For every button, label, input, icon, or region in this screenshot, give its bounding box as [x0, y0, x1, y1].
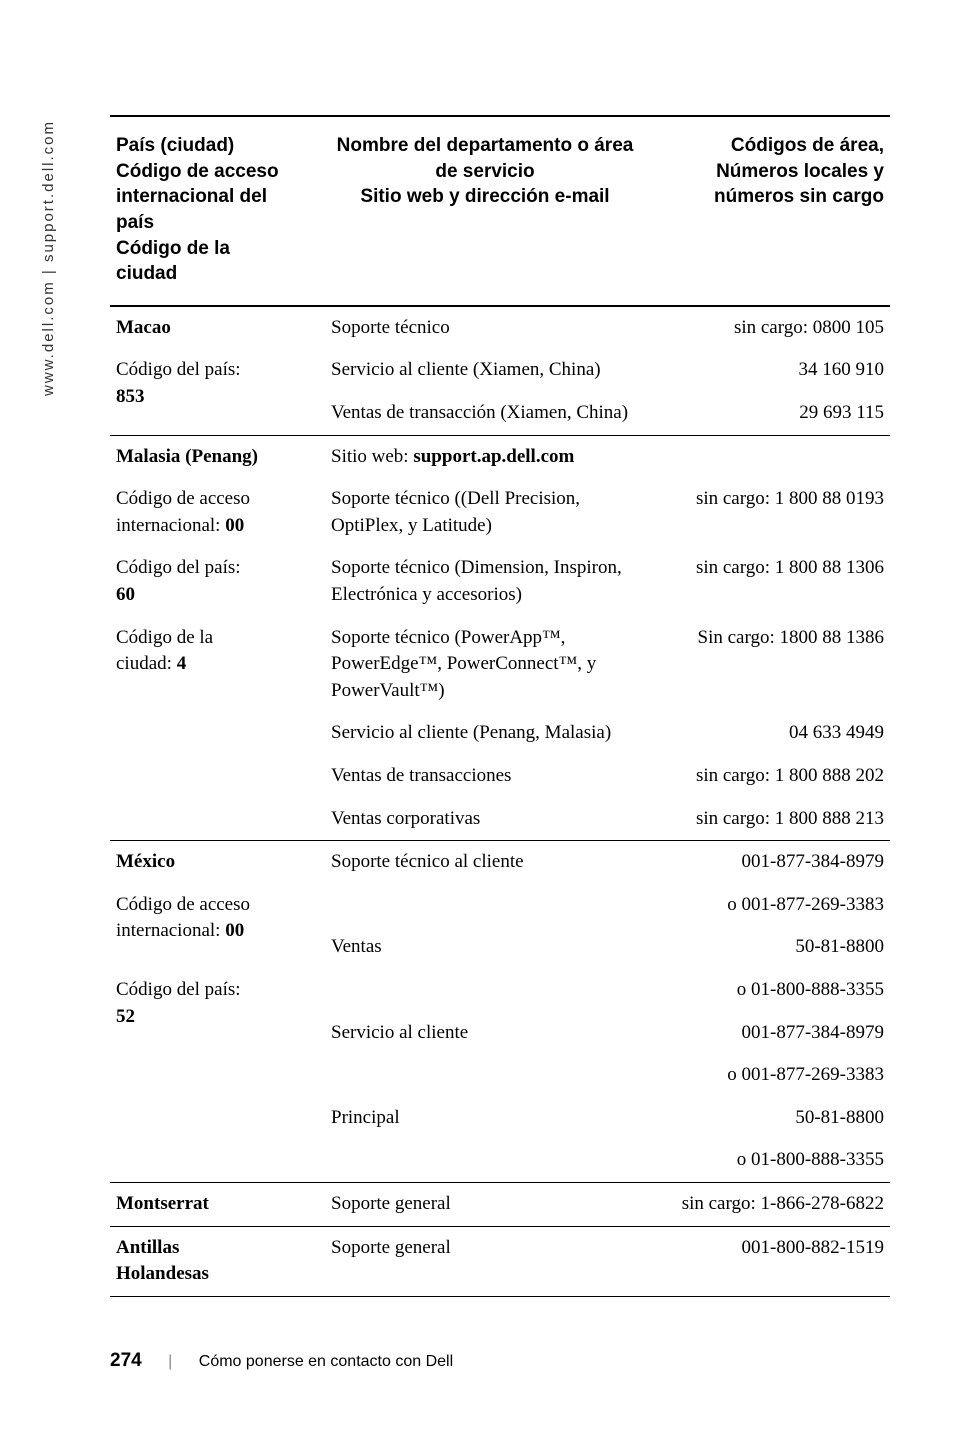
mexico-row1-num: o 001-877-269-3383 [645, 884, 890, 927]
header-col2-line2: de servicio [435, 161, 534, 182]
header-col3-line3: números sin cargo [714, 186, 884, 207]
mexico-row0-num: 001-877-384-8979 [645, 841, 890, 884]
malasia-row4-svc: Servicio al cliente (Penang, Malasia) [325, 712, 645, 755]
header-col3-line2: Números locales y [716, 161, 884, 182]
mexico-row3-num: o 01-800-888-3355 [645, 969, 890, 1012]
macao-country: Macao [116, 317, 171, 338]
contact-table: País (ciudad) Código de acceso internaci… [110, 115, 890, 1297]
macao-row2-num: 29 693 115 [645, 392, 890, 435]
antillas-num: 001-800-882-1519 [645, 1226, 890, 1296]
malasia-row0-num [645, 435, 890, 478]
mexico-row4-num: 001-877-384-8979 [645, 1012, 890, 1055]
montserrat-svc: Soporte general [325, 1182, 645, 1226]
mexico-row6-num: 50-81-8800 [645, 1097, 890, 1140]
malasia-row2-svc: Soporte técnico (Dimension, Inspiron, El… [325, 547, 645, 616]
malasia-row5-num: sin cargo: 1 800 888 202 [645, 755, 890, 798]
page-footer: 274 | Cómo ponerse en contacto con Dell [110, 1350, 453, 1372]
montserrat-num: sin cargo: 1-866-278-6822 [645, 1182, 890, 1226]
macao-row0-num: sin cargo: 0800 105 [645, 306, 890, 350]
montserrat-country: Montserrat [116, 1193, 209, 1214]
malasia-row3-num: Sin cargo: 1800 88 1386 [645, 617, 890, 713]
macao-row1-num: 34 160 910 [645, 349, 890, 392]
macao-row0-svc: Soporte técnico [325, 306, 645, 350]
header-col2-line3: Sitio web y dirección e-mail [360, 186, 609, 207]
malasia-country: Malasia (Penang) [116, 446, 258, 467]
header-col2-line1: Nombre del departamento o área [337, 135, 634, 156]
side-url-text: www.dell.com | support.dell.com [40, 120, 57, 396]
mexico-row6-svc: Principal [325, 1097, 645, 1140]
footer-divider: | [168, 1353, 172, 1370]
mexico-row4-svc: Servicio al cliente [325, 1012, 645, 1055]
mexico-country: México [116, 851, 175, 872]
page-number: 274 [110, 1350, 142, 1371]
malasia-row6-num: sin cargo: 1 800 888 213 [645, 798, 890, 841]
malasia-row0-svc: Sitio web: support.ap.dell.com [325, 435, 645, 478]
macao-row2-svc: Ventas de transacción (Xiamen, China) [325, 392, 645, 435]
page-content: País (ciudad) Código de acceso internaci… [110, 115, 890, 1297]
malasia-row1-svc: Soporte técnico ((Dell Precision, OptiPl… [325, 478, 645, 547]
malasia-row5-svc: Ventas de transacciones [325, 755, 645, 798]
header-col1: País (ciudad) Código de acceso internaci… [110, 116, 325, 306]
malasia-row2-num: sin cargo: 1 800 88 1306 [645, 547, 890, 616]
mexico-row5-num: o 001-877-269-3383 [645, 1054, 890, 1097]
malasia-row4-num: 04 633 4949 [645, 712, 890, 755]
header-col3: Códigos de área, Números locales y númer… [645, 116, 890, 306]
antillas-svc: Soporte general [325, 1226, 645, 1296]
header-col3-line1: Códigos de área, [731, 135, 884, 156]
mexico-ventas: Ventas [325, 884, 645, 969]
mexico-row2-num: 50-81-8800 [645, 926, 890, 969]
footer-text: Cómo ponerse en contacto con Dell [199, 1353, 453, 1370]
malasia-row3-svc: Soporte técnico (PowerApp™, PowerEdge™, … [325, 617, 645, 713]
macao-row1-svc: Servicio al cliente (Xiamen, China) [325, 349, 645, 392]
malasia-row6-svc: Ventas corporativas [325, 798, 645, 841]
mexico-row7-num: o 01-800-888-3355 [645, 1139, 890, 1182]
antillas-country: AntillasHolandesas [116, 1237, 209, 1285]
malasia-row1-num: sin cargo: 1 800 88 0193 [645, 478, 890, 547]
header-col2: Nombre del departamento o área de servic… [325, 116, 645, 306]
mexico-row0-svc: Soporte técnico al cliente [325, 841, 645, 884]
